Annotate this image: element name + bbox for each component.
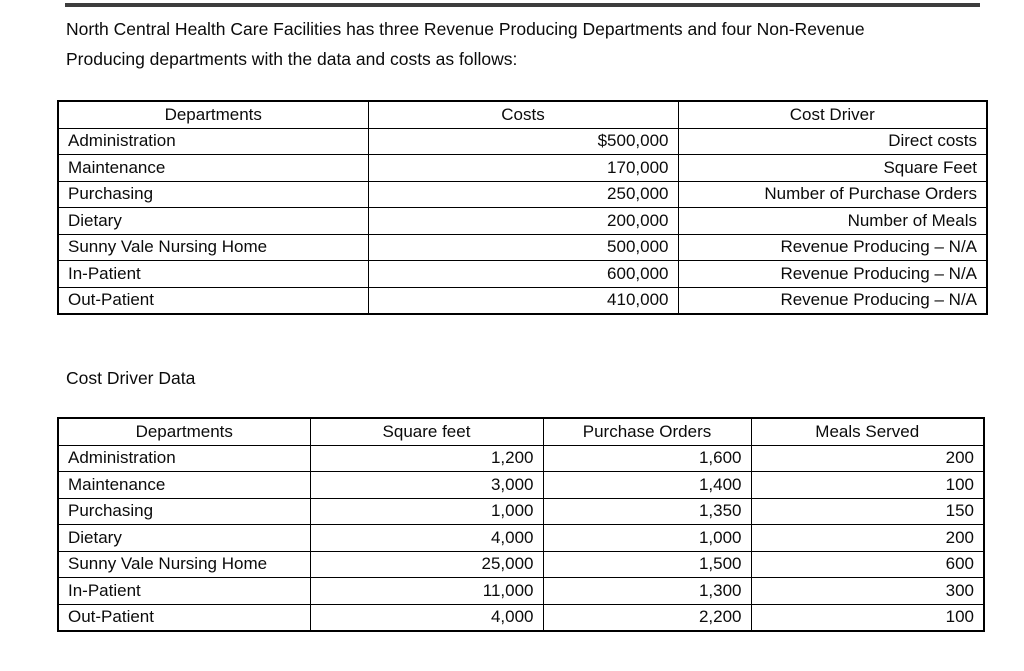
table-cell: 100 xyxy=(750,471,985,499)
table-row: Maintenance 170,000 Square Feet xyxy=(57,154,988,182)
cost-table: Departments Costs Cost Driver Administra… xyxy=(57,100,988,315)
column-header-departments: Departments xyxy=(57,417,311,446)
table-cell: Maintenance xyxy=(57,471,311,499)
table-row: Out-Patient 4,000 2,200 100 xyxy=(57,603,985,632)
table-cell: 410,000 xyxy=(367,286,679,315)
table-cell: Maintenance xyxy=(57,154,369,182)
table-cell: 2,200 xyxy=(542,603,752,632)
table-cell: Revenue Producing – N/A xyxy=(677,260,988,288)
top-rule-divider xyxy=(65,3,980,7)
table-row: In-Patient 600,000 Revenue Producing – N/A xyxy=(57,260,988,288)
section-heading: Cost Driver Data xyxy=(66,368,196,388)
intro-paragraph: North Central Health Care Facilities has… xyxy=(66,14,865,74)
table-row: Administration 1,200 1,600 200 xyxy=(57,444,985,472)
table-row: Sunny Vale Nursing Home 25,000 1,500 600 xyxy=(57,550,985,578)
table-row: Maintenance 3,000 1,400 100 xyxy=(57,471,985,499)
table-cell: 1,300 xyxy=(542,577,752,605)
table-cell: In-Patient xyxy=(57,577,311,605)
table-cell: 100 xyxy=(750,603,985,632)
table-cell: 150 xyxy=(750,497,985,525)
table-row: Administration $500,000 Direct costs xyxy=(57,127,988,155)
table-cell: 4,000 xyxy=(309,603,544,632)
table-cell: 11,000 xyxy=(309,577,544,605)
table-cell: Purchasing xyxy=(57,497,311,525)
table-cell: 25,000 xyxy=(309,550,544,578)
driver-table-header-row: Departments Square feet Purchase Orders … xyxy=(57,417,985,446)
table-cell: 4,000 xyxy=(309,524,544,552)
intro-line-2: Producing departments with the data and … xyxy=(66,49,518,69)
table-row: Out-Patient 410,000 Revenue Producing – N/… xyxy=(57,286,988,315)
table-row: Dietary 200,000 Number of Meals xyxy=(57,207,988,235)
table-cell: 1,000 xyxy=(309,497,544,525)
cost-table-header-row: Departments Costs Cost Driver xyxy=(57,100,988,129)
cost-driver-data-table: Departments Square feet Purchase Orders … xyxy=(57,417,985,632)
table-cell: 200 xyxy=(750,524,985,552)
table-row: Sunny Vale Nursing Home 500,000 Revenue Pr… xyxy=(57,233,988,261)
table-cell: 200 xyxy=(750,444,985,472)
table-cell: 600,000 xyxy=(367,260,679,288)
table-cell: 200,000 xyxy=(367,207,679,235)
table-row: Dietary 4,000 1,000 200 xyxy=(57,524,985,552)
column-header-square-feet: Square feet xyxy=(309,417,544,446)
table-cell: 250,000 xyxy=(367,180,679,208)
table-cell: In-Patient xyxy=(57,260,369,288)
table-cell: Out-Patient xyxy=(57,603,311,632)
table-cell: Sunny Vale Nursing Home xyxy=(57,233,369,261)
table-row: In-Patient 11,000 1,300 300 xyxy=(57,577,985,605)
table-cell: Square Feet xyxy=(677,154,988,182)
table-cell: Number of Purchase Orders xyxy=(677,180,988,208)
table-cell: 1,500 xyxy=(542,550,752,578)
table-cell: Dietary xyxy=(57,524,311,552)
table-cell: 3,000 xyxy=(309,471,544,499)
column-header-departments: Departments xyxy=(57,100,369,129)
intro-line-1: North Central Health Care Facilities has… xyxy=(66,19,865,39)
table-cell: 300 xyxy=(750,577,985,605)
table-cell: 1,350 xyxy=(542,497,752,525)
table-cell: 1,600 xyxy=(542,444,752,472)
table-cell: Administration xyxy=(57,444,311,472)
table-cell: Out-Patient xyxy=(57,286,369,315)
table-cell: Direct costs xyxy=(677,127,988,155)
column-header-cost-driver: Cost Driver xyxy=(677,100,988,129)
table-row: Purchasing 250,000 Number of Purchase Orde… xyxy=(57,180,988,208)
table-cell: Revenue Producing – N/A xyxy=(677,286,988,315)
table-cell: 170,000 xyxy=(367,154,679,182)
table-cell: 1,000 xyxy=(542,524,752,552)
table-cell: Number of Meals xyxy=(677,207,988,235)
table-cell: $500,000 xyxy=(367,127,679,155)
table-cell: Dietary xyxy=(57,207,369,235)
table-cell: 1,200 xyxy=(309,444,544,472)
table-cell: 500,000 xyxy=(367,233,679,261)
table-cell: Administration xyxy=(57,127,369,155)
column-header-purchase-orders: Purchase Orders xyxy=(542,417,752,446)
column-header-meals-served: Meals Served xyxy=(750,417,985,446)
table-cell: 1,400 xyxy=(542,471,752,499)
table-cell: Purchasing xyxy=(57,180,369,208)
table-cell: Revenue Producing – N/A xyxy=(677,233,988,261)
table-row: Purchasing 1,000 1,350 150 xyxy=(57,497,985,525)
table-cell: Sunny Vale Nursing Home xyxy=(57,550,311,578)
column-header-costs: Costs xyxy=(367,100,679,129)
table-cell: 600 xyxy=(750,550,985,578)
